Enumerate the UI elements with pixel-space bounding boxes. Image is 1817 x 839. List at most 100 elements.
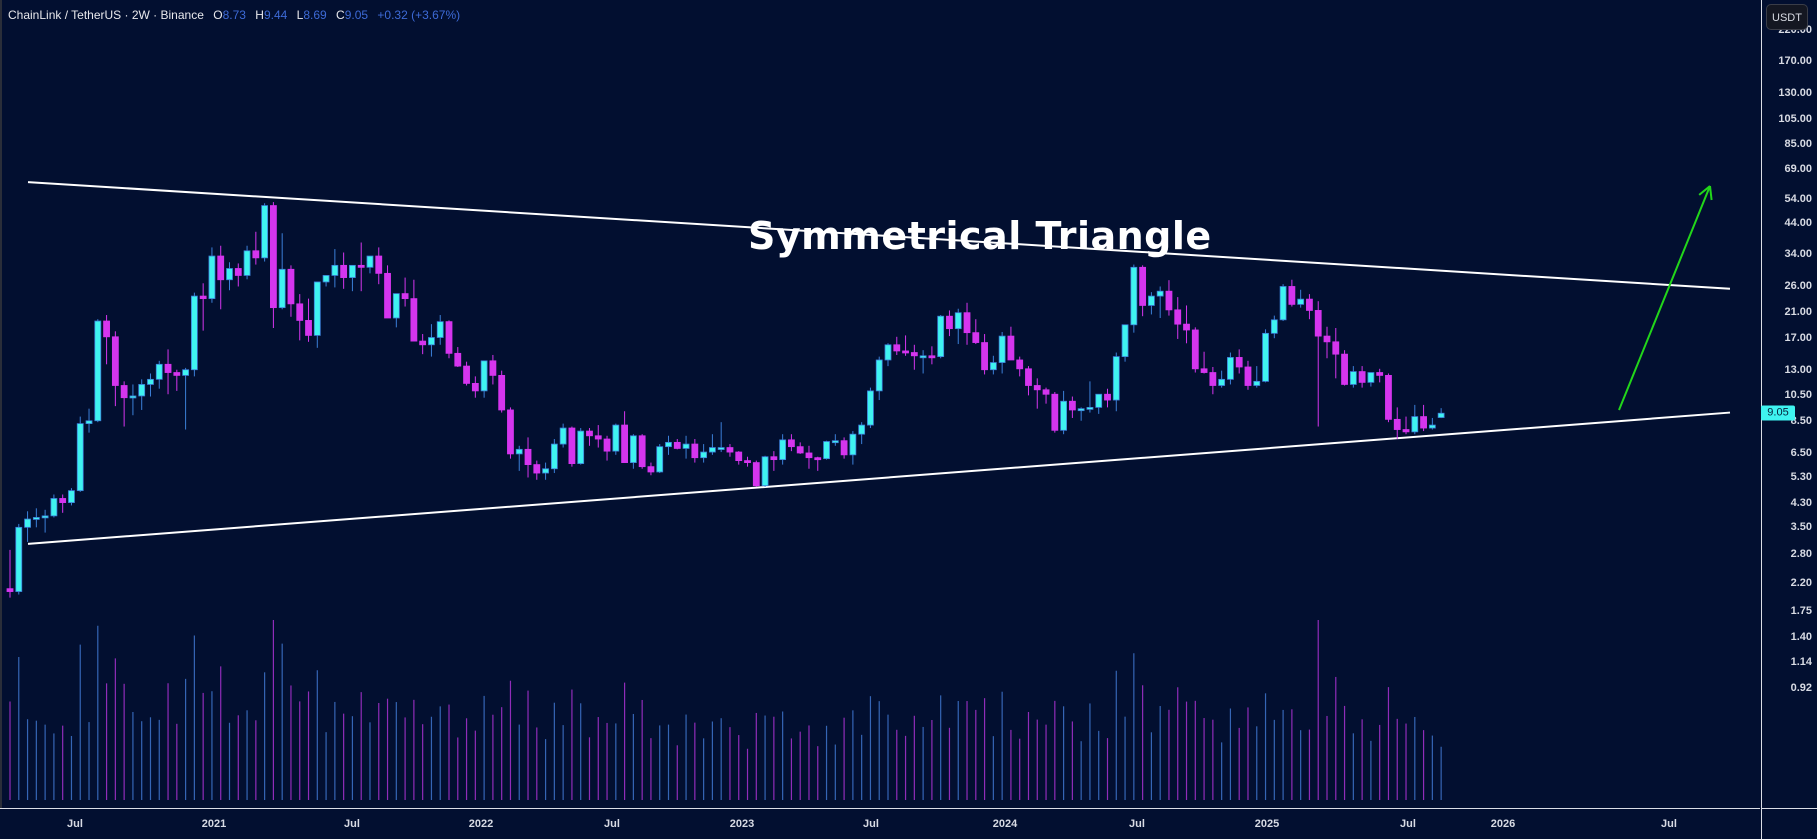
candle-down — [498, 374, 506, 411]
candle-down — [647, 466, 655, 473]
candle-up — [831, 440, 839, 444]
candle-up — [823, 441, 830, 460]
price-tick: 1.14 — [1790, 656, 1812, 669]
price-tick: 170.00 — [1778, 54, 1812, 67]
candle-down — [1139, 266, 1147, 306]
candle-up — [85, 420, 93, 425]
candle-up — [480, 360, 488, 392]
open-value: 8.73 — [222, 8, 246, 22]
candle-down — [603, 438, 611, 452]
candle-down — [111, 336, 119, 386]
price-tick: 13.00 — [1784, 363, 1812, 376]
candle-down — [1200, 368, 1208, 373]
candle-up — [1279, 286, 1287, 321]
candle-down — [928, 355, 936, 359]
candle-down — [1244, 366, 1252, 386]
current-price-badge: 9.05 — [1761, 405, 1795, 421]
candle-down — [902, 350, 909, 354]
candle-down — [1033, 385, 1041, 391]
candle-up — [1411, 416, 1419, 433]
candle-up — [366, 255, 374, 268]
candle-down — [471, 383, 479, 392]
candle-down — [305, 320, 312, 336]
candle-up — [700, 451, 708, 459]
candle-up — [1227, 357, 1234, 380]
price-axis[interactable]: 220.00170.00130.00105.0085.0069.0054.004… — [1761, 0, 1817, 808]
candle-up — [15, 526, 23, 592]
candle-up — [761, 456, 769, 487]
candle-up — [190, 295, 198, 371]
candle-up — [129, 395, 137, 399]
time-axis[interactable]: Jul 2021 Jul 2022 Jul 2023 Jul 2024 Jul 2025 Jul 20… — [0, 808, 1760, 839]
candle-down — [770, 456, 778, 461]
candle-down — [287, 268, 295, 305]
symbol-title[interactable]: ChainLink / TetherUS · 2W · Binance — [8, 8, 204, 22]
candle-up — [32, 517, 40, 520]
price-tick: 1.40 — [1790, 631, 1812, 644]
candle-down — [1288, 286, 1296, 305]
time-tick: Jul — [1129, 818, 1145, 830]
candle-down — [594, 435, 602, 440]
price-tick: 0.92 — [1790, 681, 1812, 694]
candle-down — [252, 250, 260, 259]
price-tick: 6.50 — [1790, 446, 1812, 459]
candle-up — [875, 359, 883, 392]
candle-down — [1016, 359, 1024, 370]
candle-up — [1086, 406, 1094, 410]
close-label: C — [336, 8, 345, 22]
time-tick: Jul — [604, 818, 620, 830]
candle-up — [998, 335, 1006, 363]
candle-down — [1174, 309, 1182, 325]
candle-down — [340, 264, 348, 278]
candle-up — [629, 435, 637, 463]
candle-up — [779, 439, 787, 461]
candle-down — [1341, 353, 1348, 385]
candle-down — [752, 462, 760, 487]
candle-up — [436, 321, 444, 338]
candle-down — [489, 360, 497, 376]
candle-up — [954, 312, 962, 330]
candle-up — [278, 268, 286, 309]
candle-down — [1068, 400, 1076, 411]
candle-down — [1235, 357, 1243, 368]
candle-down — [673, 441, 681, 449]
candle-down — [419, 340, 427, 346]
candle-down — [788, 439, 795, 448]
candle-up — [682, 443, 690, 449]
price-tick: 34.00 — [1784, 248, 1812, 261]
candle-down — [1165, 290, 1173, 311]
candle-up — [41, 515, 49, 519]
candlestick-chart[interactable] — [2, 0, 1762, 808]
time-tick: Jul — [863, 818, 879, 830]
candle-up — [1349, 371, 1357, 385]
time-tick: Jul — [1661, 818, 1677, 830]
candle-down — [981, 342, 988, 371]
currency-button[interactable]: USDT — [1766, 4, 1808, 30]
candle-up — [1130, 266, 1138, 326]
candle-down — [1025, 368, 1032, 386]
price-tick: 85.00 — [1784, 138, 1812, 151]
candle-up — [1060, 400, 1067, 431]
candle-up — [1156, 290, 1164, 297]
candle-up — [717, 447, 725, 450]
candle-up — [147, 378, 154, 385]
high-value: 9.44 — [263, 8, 288, 22]
candle-up — [1297, 298, 1305, 305]
chart-pane[interactable] — [0, 0, 1760, 808]
candle-up — [1121, 324, 1129, 358]
pattern-annotation[interactable]: Symmetrical Triangle — [748, 214, 1212, 258]
candle-up — [1428, 424, 1436, 429]
candle-down — [621, 424, 628, 463]
candle-up — [1270, 319, 1278, 334]
candle-up — [1148, 295, 1155, 306]
price-tick: 1.75 — [1790, 604, 1812, 617]
candle-down — [814, 457, 822, 461]
candle-down — [1376, 372, 1384, 376]
candle-down — [691, 443, 699, 459]
candle-down — [296, 303, 304, 321]
time-tick: 2026 — [1490, 818, 1516, 830]
time-tick: Jul — [344, 818, 360, 830]
candle-up — [138, 384, 146, 397]
time-tick: 2023 — [729, 818, 755, 830]
candle-up — [515, 448, 523, 455]
